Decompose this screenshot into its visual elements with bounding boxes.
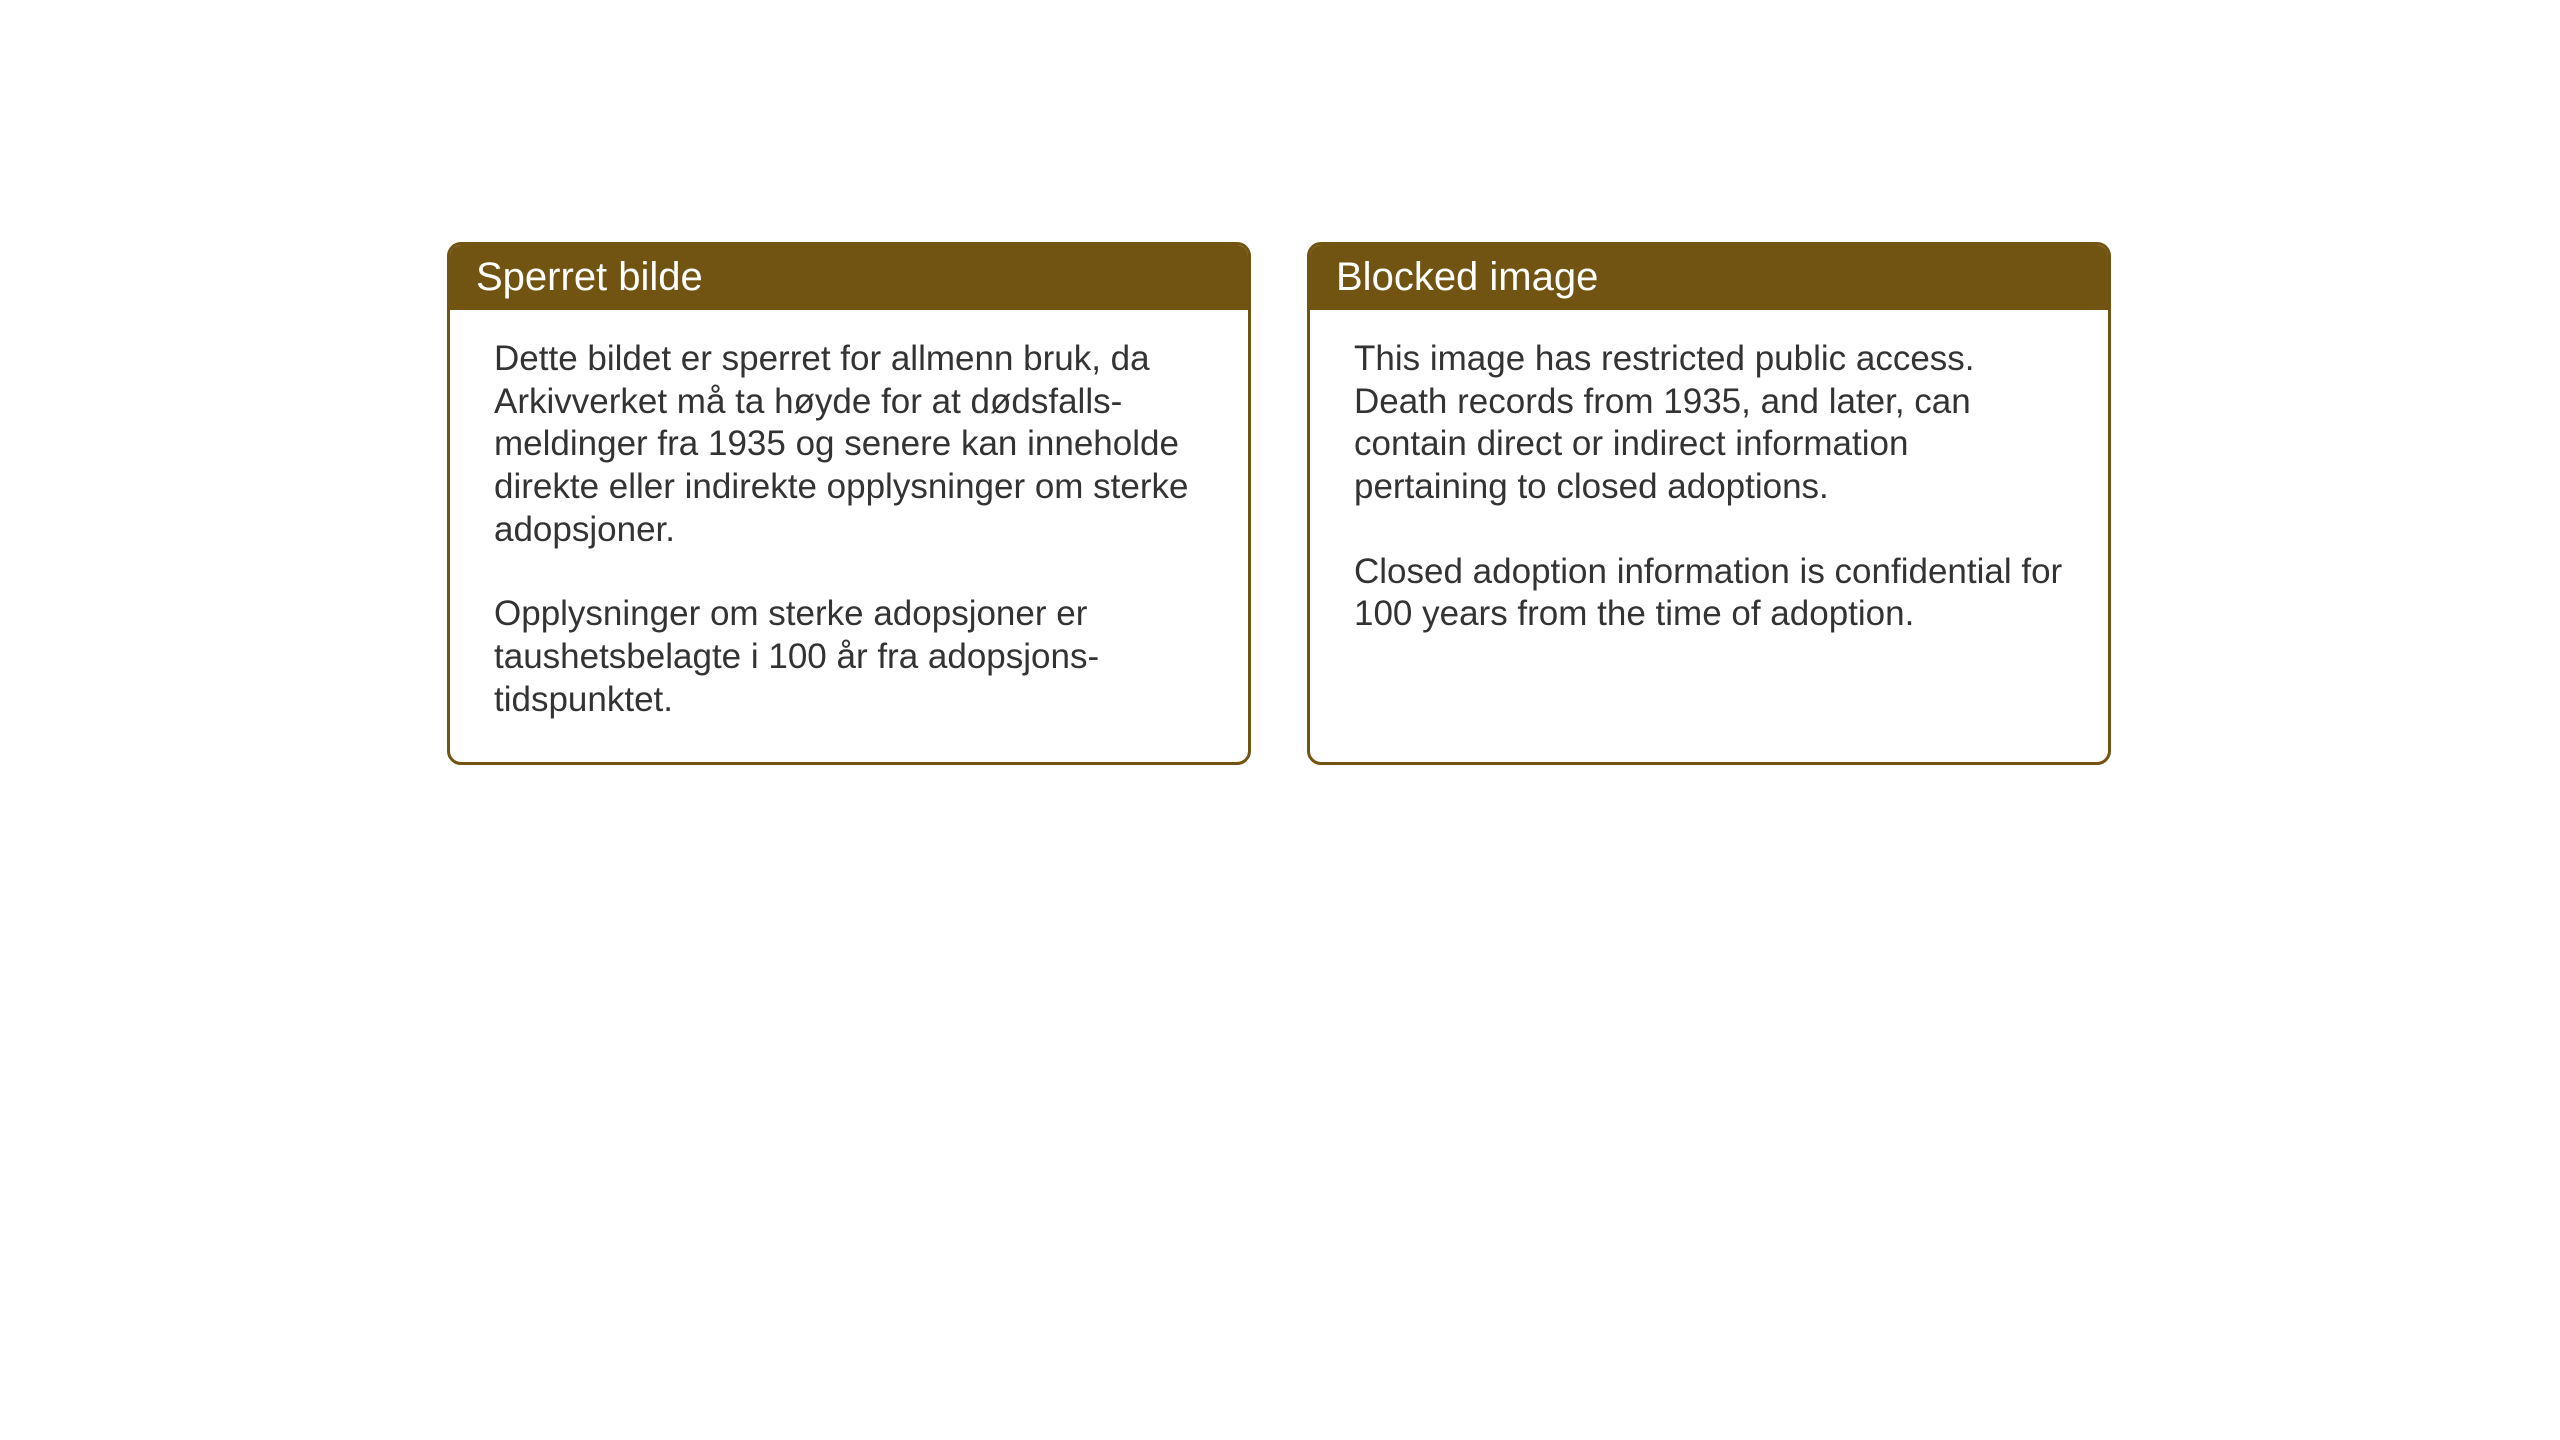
card-header-english: Blocked image (1310, 245, 2108, 310)
card-paragraph-1-english: This image has restricted public access.… (1354, 338, 2064, 509)
card-title-norwegian: Sperret bilde (476, 255, 703, 299)
notice-card-norwegian: Sperret bilde Dette bildet er sperret fo… (447, 242, 1251, 765)
notice-card-english: Blocked image This image has restricted … (1307, 242, 2111, 765)
card-paragraph-2-english: Closed adoption information is confident… (1354, 551, 2064, 636)
notice-container: Sperret bilde Dette bildet er sperret fo… (447, 242, 2111, 765)
card-paragraph-1-norwegian: Dette bildet er sperret for allmenn bruk… (494, 338, 1204, 551)
card-body-english: This image has restricted public access.… (1310, 310, 2108, 676)
card-body-norwegian: Dette bildet er sperret for allmenn bruk… (450, 310, 1248, 762)
card-title-english: Blocked image (1336, 255, 1598, 299)
card-header-norwegian: Sperret bilde (450, 245, 1248, 310)
card-paragraph-2-norwegian: Opplysninger om sterke adopsjoner er tau… (494, 593, 1204, 721)
